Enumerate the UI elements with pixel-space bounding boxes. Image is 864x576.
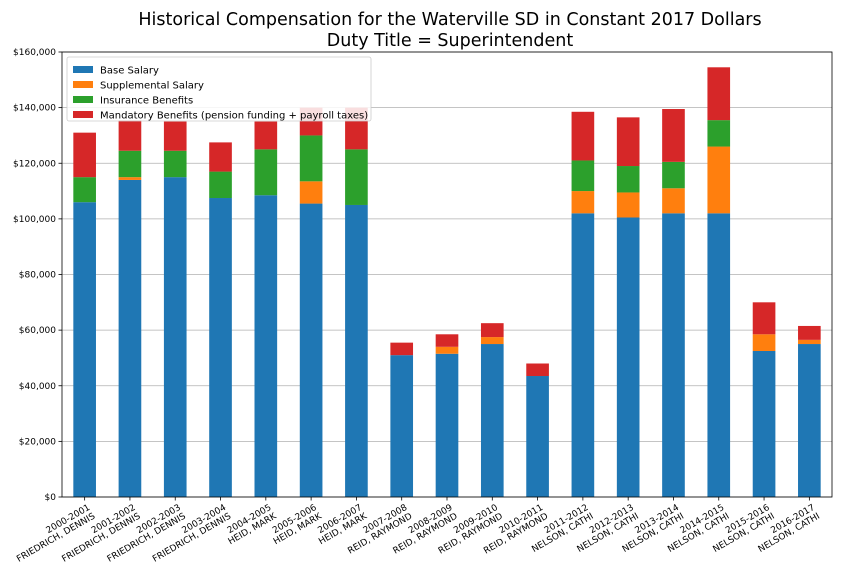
bar-segment-mandatory [526,363,549,377]
bar-segment-base [526,376,549,497]
bar-segment-base [752,350,776,497]
bar-segment-base [163,177,187,497]
bar-segment-mandatory [798,325,821,340]
bar-segment-supplemental [480,337,504,345]
bar-segment-mandatory [480,323,504,338]
y-tick-label: $80,000 [19,271,56,281]
bar-segment-base [345,204,368,497]
bar-segment-mandatory [752,302,776,335]
bar-segment-mandatory [118,120,142,151]
legend-swatch [73,96,93,103]
bar-segment-insurance [345,149,368,205]
bar-segment-base [798,344,821,497]
y-tick-label: $0 [45,493,57,503]
bar-segment-insurance [254,149,278,196]
legend-box [66,56,372,122]
y-tick-label: $140,000 [13,104,56,114]
bar-segment-supplemental [616,192,640,218]
bar-segment-base [299,203,323,497]
bar-segment-supplemental [118,177,142,180]
bar-segment-insurance [73,177,96,203]
bar-segment-mandatory [73,132,96,178]
bar-segment-base [118,179,142,497]
bar-segment-base [209,198,232,497]
bar-segment-mandatory [571,111,595,161]
bar-segment-mandatory [616,117,640,167]
y-axis-ticks: $0 $20,000 $40,000 $60,000 $80,000 $100,000 $1… [13,48,62,503]
bar-segment-mandatory [662,109,685,162]
bar-segment-supplemental [571,191,595,214]
legend-label: Base Salary [100,66,159,77]
y-tick-label: $100,000 [13,215,56,225]
legend-swatch [73,111,93,118]
bar-segment-insurance [616,166,640,193]
legend-swatch [73,81,93,88]
y-tick-label: $40,000 [19,382,56,392]
bar-segment-base [662,213,685,497]
bar-segment-mandatory [254,121,278,150]
legend: Base Salary Supplemental Salary Insurance … [66,56,372,122]
legend-swatch [73,66,93,73]
bar-segment-base [480,344,504,497]
y-tick-label: $160,000 [13,48,56,58]
y-tick-label: $60,000 [19,326,56,336]
bar-segment-insurance [662,161,685,189]
bar-segment-insurance [209,171,232,199]
y-tick-label: $20,000 [19,437,56,447]
bar-segment-supplemental [662,188,685,214]
bar-segment-mandatory [707,67,731,121]
bar-segment-mandatory [163,121,187,151]
bar-segment-supplemental [752,334,776,351]
bar-segment-insurance [163,150,187,178]
bar-segment-mandatory [435,334,459,347]
bar-segment-insurance [707,120,731,147]
bar-segment-insurance [299,135,323,182]
bar-segment-base [435,353,459,497]
bar-segment-supplemental [707,146,731,214]
x-tick-name: FRIEDRICH, DENNIS [15,511,97,564]
bar-segment-supplemental [435,346,459,354]
bar-segment-base [571,213,595,497]
bar-segment-mandatory [390,342,414,356]
y-tick-label: $120,000 [13,159,56,169]
bars [73,67,821,497]
legend-label: Mandatory Benefits (pension funding + pa… [100,111,368,122]
bar-segment-mandatory [209,142,232,172]
legend-label: Insurance Benefits [100,96,193,107]
bar-segment-base [707,213,731,497]
bar-segment-insurance [118,150,142,178]
bar-segment-base [390,355,414,497]
bar-segment-base [254,195,278,497]
bar-segment-supplemental [299,181,323,204]
chart-subtitle: Duty Title = Superintendent [327,31,574,51]
bar-segment-base [616,217,640,497]
legend-label: Supplemental Salary [100,81,204,92]
bar-segment-base [73,202,96,497]
bar-segment-insurance [571,160,595,192]
chart-title: Historical Compensation for the Watervil… [138,10,761,30]
bar-segment-supplemental [798,339,821,345]
